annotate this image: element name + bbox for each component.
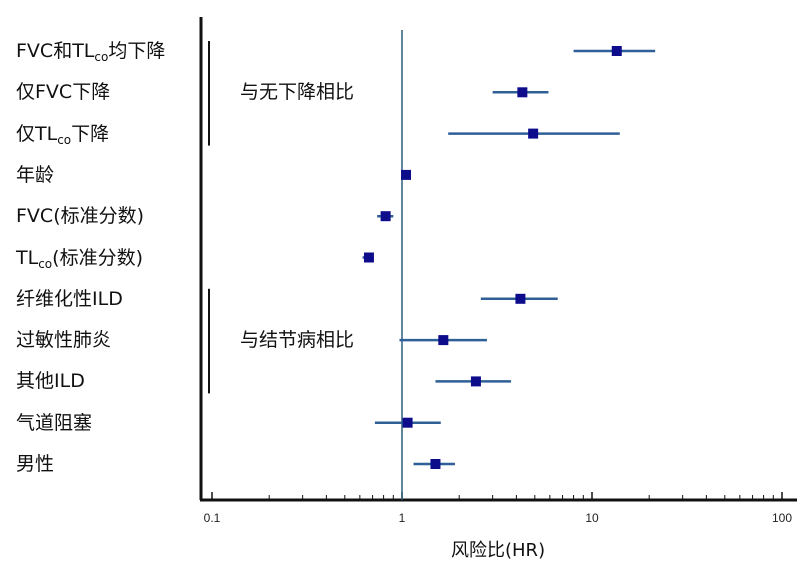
- row-label: TLco(标准分数): [16, 246, 143, 271]
- hr-marker: [363, 252, 374, 263]
- row-label: FVC(标准分数): [16, 205, 145, 228]
- hr-marker: [515, 293, 526, 304]
- hr-marker: [401, 169, 412, 180]
- row-label: 纤维化性ILD: [16, 287, 123, 310]
- x-tick-label: 10: [585, 511, 599, 525]
- x-axis-label: 风险比(HR): [451, 540, 546, 561]
- row-label: 其他ILD: [16, 370, 85, 393]
- x-axis-ticks: 0.1 1 10 100: [204, 492, 792, 525]
- row-label: 年龄: [16, 163, 55, 186]
- row-label: FVC和TLco均下降: [16, 40, 166, 64]
- hr-marker: [611, 46, 622, 56]
- x-tick-label: 100: [772, 511, 792, 525]
- row-label: 气道阻塞: [16, 411, 93, 434]
- hr-marker: [402, 417, 413, 428]
- hr-marker: [438, 335, 449, 346]
- hr-marker: [470, 376, 481, 387]
- hr-marker: [430, 459, 441, 469]
- group-label: 与结节病相比: [240, 329, 355, 352]
- hr-marker: [517, 87, 528, 98]
- x-tick-label: 0.1: [204, 511, 221, 525]
- row-label: 过敏性肺炎: [16, 329, 112, 352]
- hr-marker: [528, 128, 539, 139]
- group-label: 与无下降相比: [240, 81, 355, 104]
- hr-marker: [380, 211, 391, 222]
- row-label: 仅TLco下降: [16, 122, 110, 147]
- row-label: 仅FVC下降: [16, 81, 111, 104]
- x-tick-label: 1: [399, 511, 406, 525]
- row-label: 男性: [16, 453, 55, 475]
- forest-marks: [362, 46, 656, 469]
